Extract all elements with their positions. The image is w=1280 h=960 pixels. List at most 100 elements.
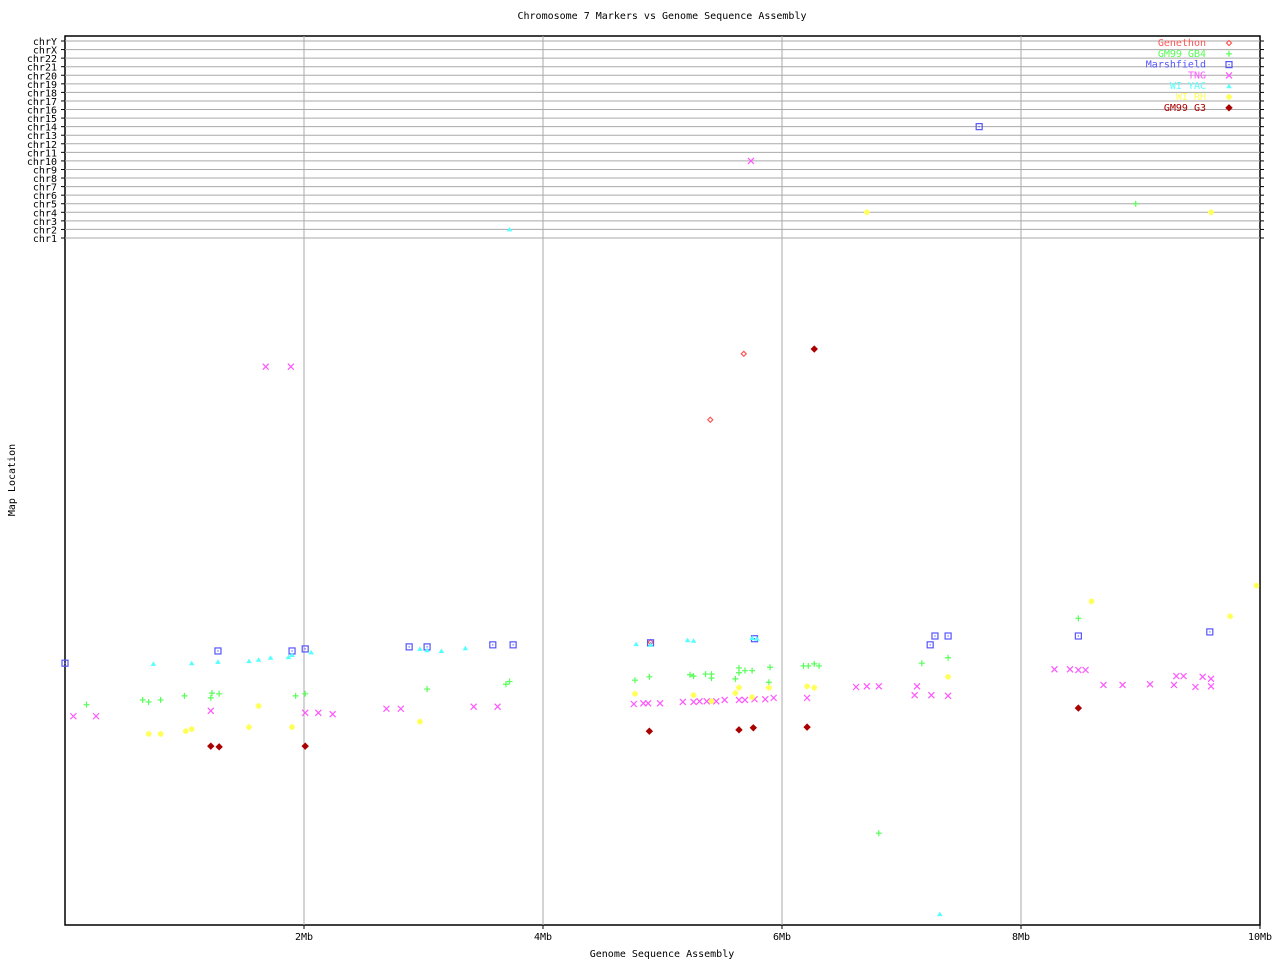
- wi-rh-other-chromosome-point: [1208, 209, 1215, 216]
- chromosome-label: chr12: [27, 140, 57, 151]
- chromosome-label: chr4: [33, 208, 57, 219]
- legend-marker: [1225, 71, 1233, 79]
- chromosome-label: chrX: [33, 46, 57, 57]
- wi-yac-point: [255, 657, 262, 662]
- wi-rh-point: [749, 694, 756, 701]
- gm99-gb4-point: [83, 701, 90, 708]
- tng-point: [741, 696, 749, 704]
- marshfield-point: [405, 643, 413, 651]
- tng-point: [1119, 681, 1126, 689]
- tng-point: [761, 695, 769, 703]
- x-axis: 2Mb 4Mb 6Mb 8Mb 10Mb: [295, 925, 1272, 943]
- tng-point: [1100, 681, 1107, 689]
- wi-yac-point: [215, 659, 221, 664]
- wi-rh-point: [945, 673, 952, 680]
- wi-yac-point: [684, 637, 691, 643]
- gm99-g3-point: [215, 743, 223, 751]
- chromosome-label: chr20: [27, 71, 57, 82]
- tng-point: [696, 697, 703, 705]
- chromosome-label: chrY: [33, 37, 57, 48]
- legend-label: Marshfield: [1146, 60, 1206, 71]
- tng-point: [721, 696, 729, 704]
- wi-yac-point: [308, 649, 314, 655]
- wi-yac-point: [267, 655, 274, 660]
- tng-point: [690, 698, 697, 706]
- x-tick-label: 6Mb: [773, 932, 791, 943]
- wi-rh-point: [416, 718, 423, 725]
- wi-rh-point: [765, 684, 772, 691]
- tng-point: [1199, 673, 1207, 681]
- gm99-g3-point: [207, 742, 215, 750]
- chromosome-label: chr19: [27, 80, 57, 91]
- gm99-gb4-point: [216, 690, 223, 697]
- wi-yac-point: [424, 647, 430, 653]
- marshfield-point: [61, 659, 69, 667]
- tng-point: [207, 707, 215, 715]
- x-tick-label: 2Mb: [295, 932, 313, 943]
- tng-point: [852, 683, 860, 691]
- tng-point: [69, 712, 77, 720]
- gm99-g3-point: [1074, 704, 1083, 712]
- legend-label: TNG: [1188, 70, 1206, 81]
- chromosome-label: chr15: [27, 114, 57, 125]
- marshfield-point: [301, 645, 309, 653]
- wi-rh-point: [632, 690, 639, 697]
- wi-rh-point: [811, 684, 818, 691]
- legend-marker: [1225, 39, 1233, 47]
- tng-point: [1066, 665, 1074, 673]
- gm99-gb4-point: [157, 696, 164, 703]
- wi-yac-other-chromosome-point: [506, 226, 513, 232]
- marshfield-point: [1074, 632, 1082, 640]
- gm99-gb4-point: [424, 686, 431, 693]
- wi-yac-point: [285, 654, 292, 660]
- tng-point: [911, 691, 919, 699]
- tng-point: [644, 699, 652, 707]
- tng-point: [1074, 666, 1082, 674]
- y-axis-label: Map Location: [7, 444, 18, 516]
- gm99-gb4-point: [506, 678, 513, 685]
- tng-point: [1172, 672, 1180, 680]
- tng-point: [712, 697, 720, 705]
- tng-point: [301, 709, 309, 717]
- tng-point: [735, 696, 743, 704]
- genethon-point: [740, 350, 748, 358]
- wi-yac-point: [417, 646, 423, 651]
- tng-point: [679, 698, 687, 706]
- gm99-gb4-point: [811, 660, 818, 667]
- tng-point: [656, 699, 664, 707]
- marshfield-point: [931, 632, 939, 640]
- wi-rh-point: [804, 683, 811, 690]
- tng-point: [913, 682, 921, 690]
- wi-yac-point: [150, 661, 157, 666]
- chromosome-label: chr5: [33, 200, 57, 211]
- x-tick-label: 8Mb: [1012, 932, 1030, 943]
- gm99-gb4-point: [1075, 615, 1082, 622]
- gm99-gb4-other-chromosome-point: [1132, 200, 1139, 207]
- tng-point: [770, 694, 778, 702]
- gm99-gb4-point: [145, 698, 152, 705]
- tng-point: [803, 694, 811, 702]
- gm99-gb4-point: [646, 673, 653, 680]
- wi-rh-point: [732, 690, 739, 697]
- wi-rh-point: [708, 698, 715, 705]
- marshfield-point: [489, 641, 497, 649]
- chromosome-label: chr2: [33, 225, 57, 236]
- x-axis-label: Genome Sequence Assembly: [590, 949, 735, 960]
- tng-point: [1192, 683, 1199, 691]
- legend-marker: [1226, 94, 1232, 100]
- tng-point: [1170, 681, 1178, 689]
- tng-point: [262, 363, 270, 371]
- wi-yac-point: [647, 642, 654, 647]
- legend-marker: [1226, 83, 1232, 89]
- gm99-gb4-point: [181, 692, 188, 699]
- gm99-gb4-point: [686, 671, 693, 678]
- wi-rh-point: [157, 730, 164, 737]
- legend-label: GM99 G3: [1164, 103, 1206, 114]
- grid: [64, 35, 1261, 926]
- legend-marker: [1226, 50, 1232, 57]
- gm99-gb4-point: [741, 667, 748, 674]
- gm99-gb4-point: [208, 690, 215, 697]
- wi-yac-point: [749, 635, 755, 641]
- wi-rh-point: [246, 724, 253, 731]
